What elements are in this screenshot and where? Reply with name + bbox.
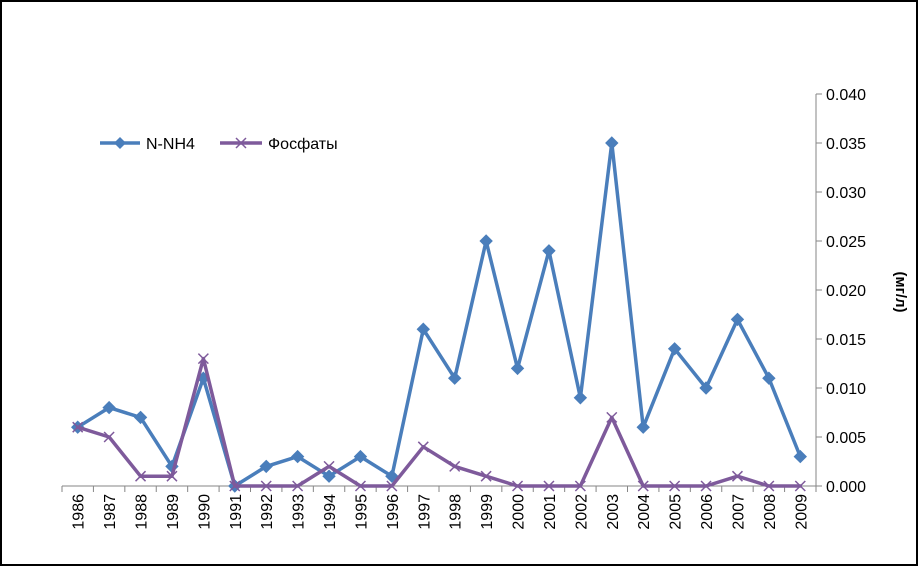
- series-line: [75, 356, 803, 488]
- data-point: [731, 470, 743, 482]
- data-point: [762, 371, 776, 385]
- data-point: [229, 480, 241, 492]
- data-point: [479, 234, 493, 248]
- data-point: [512, 480, 524, 492]
- x-tick-label: 2001: [542, 494, 559, 530]
- y-tick-label: 0.035: [826, 136, 866, 153]
- data-point: [605, 136, 619, 150]
- y-tick-label: 0.040: [826, 87, 866, 104]
- data-point: [700, 480, 712, 492]
- x-tick-label: 1987: [102, 494, 119, 530]
- legend-marker: [114, 137, 126, 149]
- data-point: [133, 410, 148, 425]
- data-point: [542, 244, 556, 258]
- y-tick-label: 0.000: [826, 479, 866, 496]
- x-tick-label: 1998: [448, 494, 465, 530]
- legend: N-NH4 Фосфаты: [100, 136, 338, 153]
- data-point: [636, 420, 650, 434]
- data-point: [323, 460, 335, 472]
- data-point: [543, 480, 555, 492]
- data-point: [290, 449, 305, 464]
- x-tick-label: 2005: [668, 494, 685, 530]
- x-tick-label: 2002: [573, 494, 590, 530]
- x-tick-label: 2000: [511, 494, 528, 530]
- x-tick-label: 1999: [479, 494, 496, 530]
- legend-item: N-NH4: [100, 136, 195, 153]
- data-point: [417, 441, 429, 453]
- data-point: [322, 469, 336, 483]
- x-tick-label: 2007: [730, 494, 747, 530]
- data-point: [606, 411, 618, 423]
- data-point: [667, 342, 682, 356]
- x-tick-label: 1994: [322, 494, 339, 530]
- x-tick-label: 1991: [228, 494, 245, 530]
- x-tick-label: 2006: [699, 494, 716, 530]
- data-point: [416, 322, 430, 336]
- data-point: [135, 470, 147, 482]
- data-point: [102, 400, 116, 415]
- data-point: [449, 460, 461, 472]
- x-tick-label: 1986: [71, 494, 88, 530]
- data-point: [637, 480, 649, 492]
- data-point: [354, 480, 366, 492]
- x-tick-label: 1989: [165, 494, 182, 530]
- data-point: [730, 312, 745, 327]
- y-tick-label: 0.030: [826, 185, 866, 202]
- data-point: [699, 381, 713, 395]
- legend-item: Фосфаты: [220, 136, 338, 153]
- series-line: [75, 141, 803, 488]
- x-tick-label: 1990: [196, 494, 213, 530]
- y-axis-title: (мг/л): [892, 271, 909, 312]
- y-tick-label: 0.005: [826, 430, 866, 447]
- data-point: [385, 469, 399, 483]
- data-point: [510, 361, 525, 376]
- x-tick-label: 2008: [762, 494, 779, 530]
- data-point: [386, 480, 398, 492]
- data-point: [669, 480, 681, 492]
- data-point: [72, 421, 84, 433]
- legend-label: Фосфаты: [268, 136, 338, 153]
- data-point: [259, 459, 273, 474]
- y-tick-label: 0.010: [826, 381, 866, 398]
- x-tick-label: 2003: [605, 494, 622, 530]
- axes: 1986 1987 1988 1989 1990 1991 1992 1993 1994 1995…: [61, 87, 866, 530]
- y-tick-label: 0.015: [826, 332, 866, 349]
- series-phosphates: [72, 353, 806, 492]
- data-point: [197, 353, 209, 365]
- data-point: [794, 480, 806, 492]
- legend-label: N-NH4: [146, 136, 195, 153]
- x-tick-label: 2004: [636, 494, 653, 530]
- y-tick-label: 0.020: [826, 283, 866, 300]
- data-point: [103, 431, 115, 443]
- data-point: [573, 391, 588, 405]
- data-point: [793, 449, 807, 464]
- x-tick-label: 1996: [385, 494, 402, 530]
- data-point: [166, 470, 178, 482]
- y-tick-label: 0.025: [826, 234, 866, 251]
- x-tick-label: 2009: [793, 494, 810, 530]
- x-tick-label: 1995: [353, 494, 370, 530]
- x-tick-label: 1992: [259, 494, 276, 530]
- data-point: [574, 480, 586, 492]
- x-tick-label: 1993: [291, 494, 308, 530]
- data-point: [480, 470, 492, 482]
- series-layer: [71, 136, 807, 493]
- data-point: [353, 449, 368, 464]
- data-point: [292, 480, 304, 492]
- data-point: [763, 480, 775, 492]
- x-tick-label: 1988: [134, 494, 151, 530]
- data-point: [260, 480, 272, 492]
- data-point: [448, 371, 462, 385]
- legend-marker: [235, 137, 247, 149]
- x-tick-label: 1997: [416, 494, 433, 530]
